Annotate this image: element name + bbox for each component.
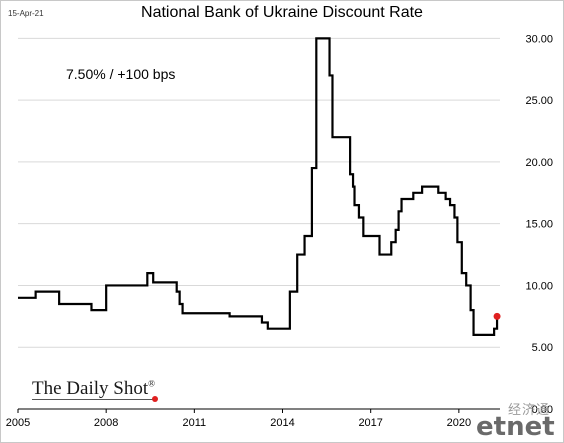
y-tick-label-zero: 0.00 [532,404,553,416]
logo-trademark: ® [148,378,155,389]
rate-series [17,37,501,336]
y-tick-label: 20.00 [525,157,553,169]
y-tick-label: 15.00 [525,219,553,231]
x-tick-label: 2017 [358,417,382,429]
y-tick-label: 5.00 [532,342,553,354]
x-tick-label: 2014 [270,417,294,429]
logo-text: The Daily Shot [32,378,149,399]
y-tick-label: 10.00 [525,280,553,292]
watermark-etnet: etnet [476,412,555,442]
x-tick-labels: 2005 2008 2011 2014 2017 2020 [6,409,471,429]
date-stamp: 15-Apr-21 [8,9,44,18]
y-tick-labels: 5.00 10.00 15.00 20.00 25.00 30.00 0.00 [525,33,553,416]
latest-rate-marker [493,312,501,320]
x-tick-label: 2005 [6,417,30,429]
logo-underline [32,399,156,400]
logo-dot [152,396,158,402]
watermark-cn: 经济通 [508,403,551,418]
y-tick-label: 25.00 [525,95,553,107]
grid-lines [18,37,500,348]
x-tick-label: 2020 [447,417,471,429]
rate-line [18,37,499,336]
x-tick-label: 2011 [183,417,207,429]
chart-title: National Bank of Ukraine Discount Rate [141,4,423,21]
x-tick-label: 2008 [94,417,118,429]
rate-annotation: 7.50% / +100 bps [66,66,176,82]
daily-shot-logo: The Daily Shot® [32,378,155,400]
y-tick-label: 30.00 [525,33,553,45]
